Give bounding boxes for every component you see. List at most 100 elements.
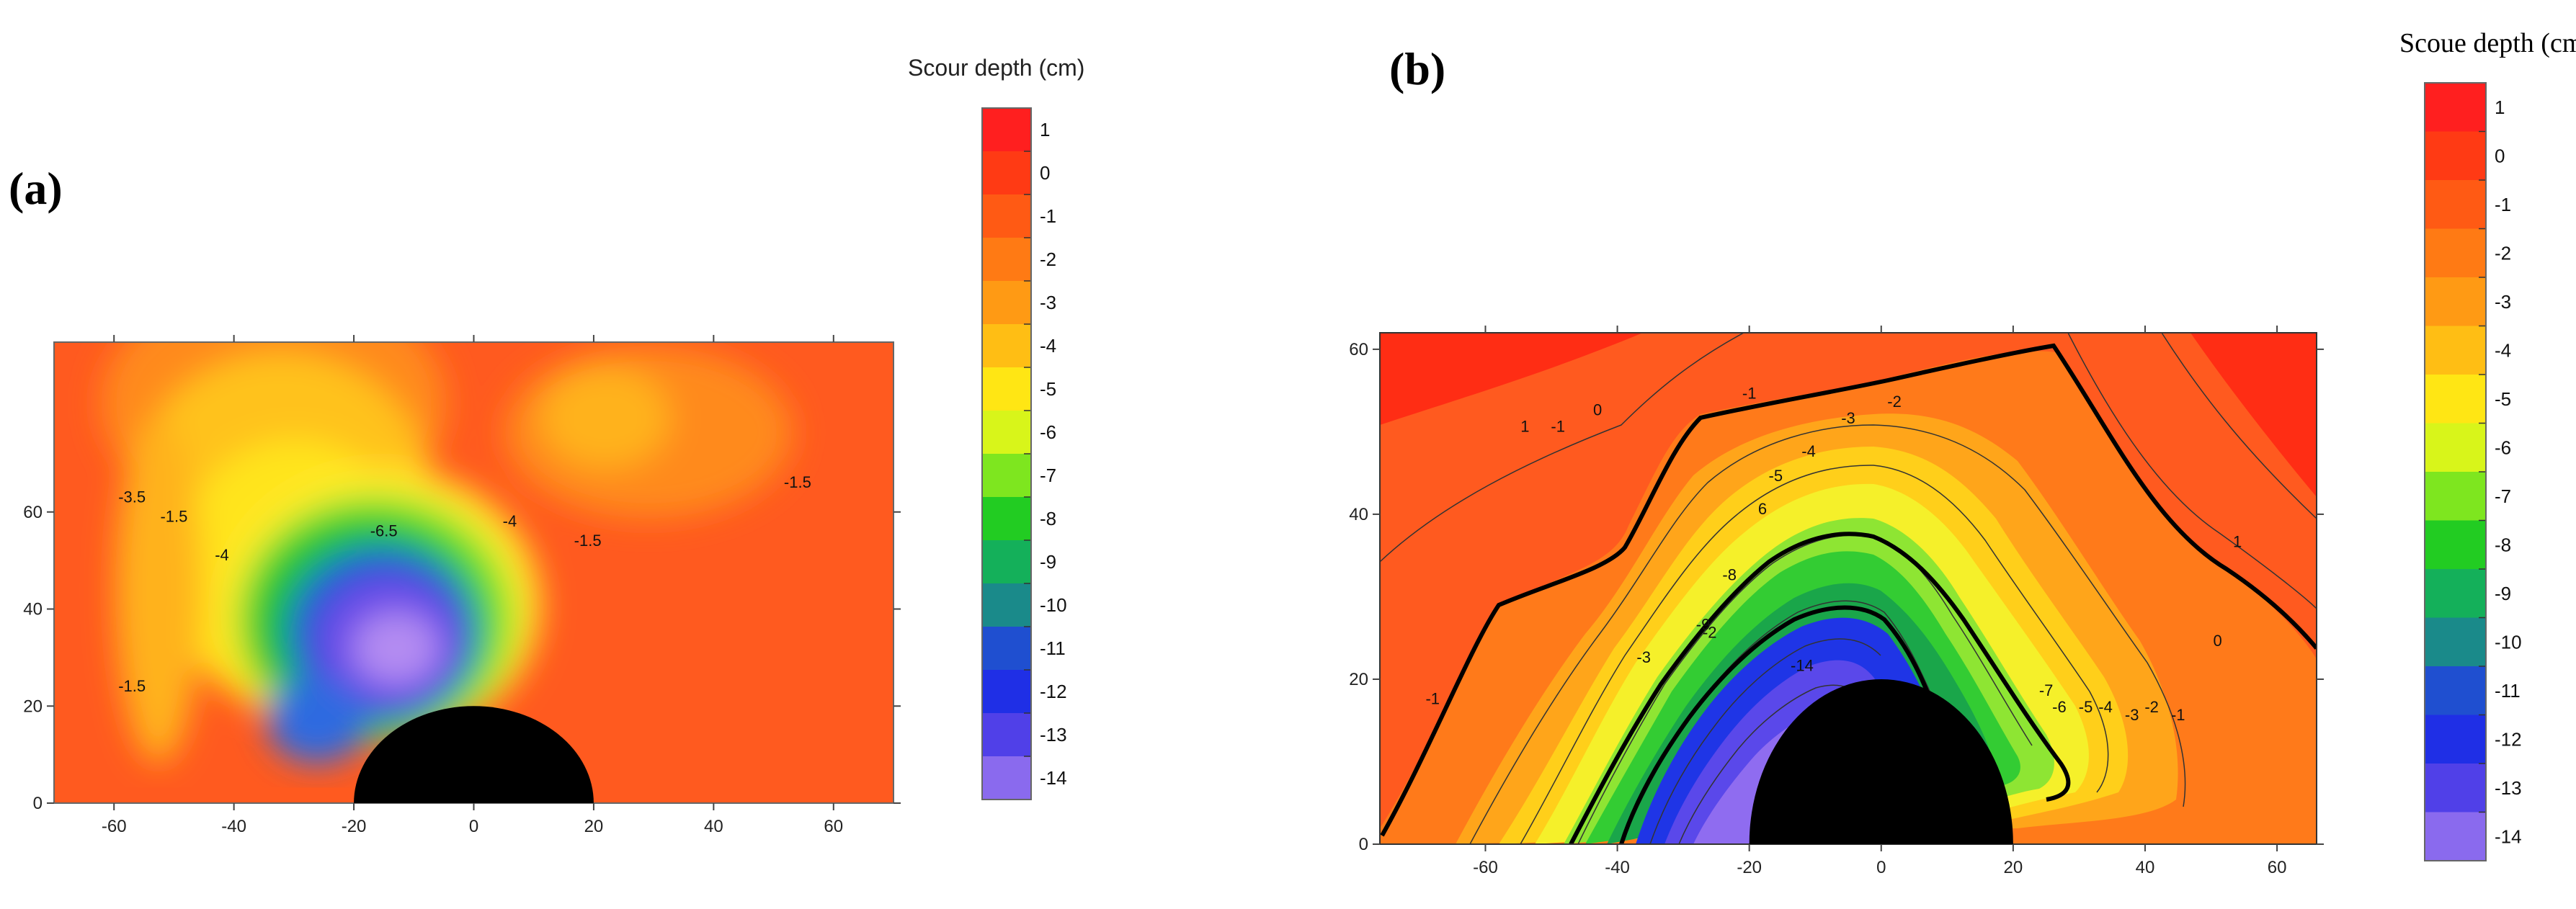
colorbar-swatch: [982, 627, 1031, 671]
contour-label: 0: [2214, 632, 2222, 650]
colorbar-swatch: [2425, 326, 2486, 375]
colorbar-label: -6: [1040, 421, 1056, 443]
contour-label: -1: [2171, 706, 2185, 724]
pier-a: [354, 706, 594, 803]
contour-label: -3: [1841, 409, 1855, 427]
contour-label: 6: [1758, 500, 1767, 518]
colorbar-label: -7: [1040, 465, 1056, 486]
colorbar-label: -3: [2495, 291, 2511, 313]
colorbar-swatch: [982, 756, 1031, 800]
colorbar-a: Scour depth (cm) 1 0 -1 -2 -3 -4 -5 -6 -7 -8 -9 -10…: [908, 55, 1084, 800]
colorbar-swatch: [2425, 228, 2486, 278]
colorbar-swatch: [982, 367, 1031, 411]
colorbar-swatch: [982, 108, 1031, 152]
contour-label: -7: [2039, 681, 2054, 699]
contour-label: -9: [1696, 615, 1711, 633]
colorbar-swatch: [2425, 375, 2486, 424]
plot-b-contour-labels: -10-1-3-2-4-56-2-1-3-8-9-14-7-6 -5 -4 -3 -2-…: [1425, 385, 2242, 725]
colorbar-swatch: [982, 238, 1031, 282]
y-tick-label: 20: [1349, 670, 1368, 689]
contour-label: -1: [1742, 385, 1757, 403]
contour-label: -3: [2125, 706, 2139, 724]
contour-label: -6.5: [370, 521, 398, 539]
y-tick-label: 0: [33, 794, 43, 813]
contour-label: 1: [2233, 533, 2242, 551]
plot-a: -60 -40 -20 0 20 40 60 0 20 40 60 -3.5 -1.5 -4 -6.5 -4…: [23, 335, 901, 836]
colorbar-label: 1: [2495, 97, 2505, 118]
colorbar-label: -5: [1040, 378, 1056, 400]
colorbar-label: -10: [1040, 594, 1067, 616]
contour-label: -1.5: [784, 473, 811, 491]
colorbar-swatch: [2425, 83, 2486, 132]
contour-label: -6: [2052, 698, 2067, 716]
x-tick-label: -60: [102, 817, 127, 836]
colorbar-label: 1: [1040, 119, 1050, 140]
x-tick-label: -20: [342, 817, 367, 836]
contour-label: -1.5: [574, 532, 602, 550]
colorbar-label: -8: [2495, 534, 2511, 555]
colorbar-label: -10: [2495, 631, 2522, 653]
y-tick-label: 0: [1359, 835, 1368, 854]
contour-label: -3: [1636, 648, 1651, 666]
colorbar-label: -2: [1040, 248, 1056, 270]
colorbar-swatch: [2425, 131, 2486, 181]
y-tick-label: 40: [1349, 505, 1368, 524]
field-b-red-left: [1380, 333, 1643, 425]
plot-a-contour-labels: -3.5 -1.5 -4 -6.5 -4 -1.5 -1.5 -1.5: [118, 473, 811, 695]
contour-label: 0: [1593, 401, 1602, 419]
colorbar-swatch: [982, 670, 1031, 714]
colorbar-label: -8: [1040, 508, 1056, 529]
colorbar-b: Scoue depth (cm) 1 0 -1 -2 -3 -4 -5 -6 -7 -8 -9 -10…: [2399, 28, 2576, 861]
pier-b: [1749, 679, 2013, 844]
plot-b-thick-contours: [1380, 343, 2317, 844]
colorbar-swatch: [982, 411, 1031, 454]
colorbar-label: -9: [2495, 583, 2511, 604]
x-tick-label: -40: [1605, 858, 1630, 877]
field-b-red-right: [2191, 333, 2317, 497]
x-tick-label: 40: [2136, 858, 2155, 877]
y-tick-label: 60: [23, 503, 43, 522]
plot-a-field: [101, 342, 793, 764]
colorbar-swatch: [2425, 666, 2486, 715]
colorbar-a-title: Scour depth (cm): [908, 55, 1084, 81]
colorbar-swatch: [982, 194, 1031, 238]
colorbar-label: -11: [1040, 637, 1066, 659]
contour-label: -1: [1551, 417, 1565, 435]
colorbar-label: -1: [2495, 194, 2511, 215]
colorbar-swatch: [982, 540, 1031, 584]
colorbar-swatch: [2425, 520, 2486, 570]
colorbar-swatch: [2425, 180, 2486, 229]
colorbar-label: -14: [1040, 767, 1067, 789]
x-tick-label: 0: [1876, 858, 1886, 877]
contour-label: -2: [2144, 698, 2159, 716]
colorbar-swatch: [982, 583, 1031, 627]
contour-label: -4: [503, 512, 517, 530]
colorbar-label: -13: [2495, 777, 2522, 799]
contour-label: -5: [2079, 698, 2093, 716]
colorbar-label: -12: [2495, 728, 2522, 750]
colorbar-label: -9: [1040, 551, 1056, 573]
contour-label: -4: [1801, 442, 1816, 460]
colorbar-swatch: [982, 281, 1031, 325]
colorbar-label: -6: [2495, 436, 2511, 458]
colorbar-swatch: [2425, 812, 2486, 861]
contour-label: -8: [1722, 566, 1737, 584]
colorbar-frame: [2424, 82, 2487, 861]
contour-label: -3.5: [118, 488, 146, 506]
contour-label: -2: [1887, 393, 1902, 411]
x-tick-label: 20: [584, 817, 604, 836]
colorbar-label: -1: [1040, 205, 1056, 227]
colorbar-label: -3: [1040, 292, 1056, 313]
colorbar-swatch: [2425, 277, 2486, 326]
x-tick-label: 40: [704, 817, 723, 836]
contour-label: -2: [1703, 624, 1717, 642]
contour-label: -5: [1769, 467, 1783, 485]
colorbar-label: -4: [1040, 335, 1056, 357]
colorbar-label: -4: [2495, 339, 2511, 361]
colorbar-label: -12: [1040, 681, 1067, 702]
contour-label: -1.5: [160, 507, 187, 525]
colorbar-swatch: [982, 151, 1031, 195]
